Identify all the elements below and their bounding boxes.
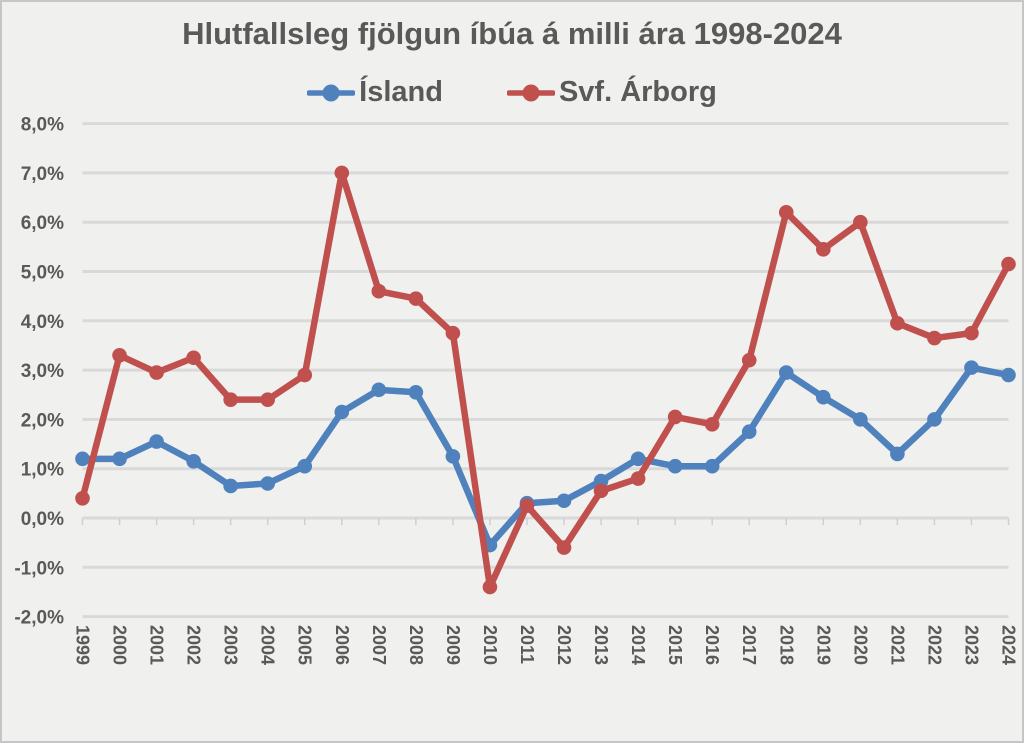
x-axis-tick-label: 2012 <box>554 625 574 665</box>
data-point <box>964 360 979 375</box>
y-axis-tick-label: 0,0% <box>21 509 64 530</box>
legend-label: Ísland <box>359 76 443 108</box>
data-point <box>778 365 794 380</box>
legend-line-marker-icon <box>506 84 555 101</box>
y-axis-tick-label: 7,0% <box>21 164 64 185</box>
data-point <box>927 412 942 427</box>
x-axis-tick-label: 2017 <box>739 625 759 665</box>
x-axis-tick-label: 1999 <box>73 625 93 665</box>
x-axis-tick-label: 2010 <box>480 625 500 665</box>
legend-item-island: Ísland <box>307 76 443 109</box>
data-point <box>112 451 127 467</box>
x-axis-tick-label: 2007 <box>369 625 389 665</box>
y-axis-tick-label: 3,0% <box>21 361 64 382</box>
chart-title: Hlutfallsleg fjölgun íbúa á milli ára 19… <box>182 16 842 51</box>
data-point <box>853 214 868 230</box>
y-axis-tick-label: 8,0% <box>21 115 64 136</box>
data-point <box>186 350 201 366</box>
data-point <box>445 449 461 464</box>
data-point <box>741 424 757 440</box>
data-point <box>519 498 535 513</box>
data-point <box>667 409 683 425</box>
data-point <box>741 352 757 368</box>
x-axis-tick-label: 2022 <box>924 625 944 665</box>
data-point <box>630 451 646 467</box>
y-axis-tick-label: -1,0% <box>14 558 64 579</box>
data-point <box>1001 367 1016 383</box>
x-axis-tick-label: 2015 <box>665 625 685 665</box>
data-point <box>630 471 646 486</box>
x-axis-tick-label: 2019 <box>813 625 833 665</box>
data-point <box>853 412 868 427</box>
data-point <box>186 454 201 469</box>
data-point <box>334 165 350 181</box>
data-point <box>260 392 276 407</box>
x-axis-tick-label: 2009 <box>443 625 463 665</box>
data-point <box>667 458 683 474</box>
x-axis-tick-label: 2006 <box>332 625 352 665</box>
x-axis-tick-label: 2023 <box>961 625 981 665</box>
data-point <box>408 384 424 400</box>
data-point <box>149 365 164 380</box>
x-axis-tick-label: 2018 <box>776 625 796 665</box>
data-point <box>704 417 720 432</box>
data-point <box>149 434 164 449</box>
data-point <box>75 451 90 467</box>
x-axis-tick-label: 2001 <box>147 625 167 665</box>
series-line-1 <box>79 169 1012 591</box>
data-point <box>445 325 461 341</box>
y-axis-tick-label: 2,0% <box>21 410 64 431</box>
data-point <box>704 458 720 474</box>
data-point <box>593 483 609 499</box>
x-axis-tick-label: 2020 <box>850 625 870 665</box>
x-axis-tick-label: 2008 <box>406 625 426 665</box>
data-point <box>890 446 905 462</box>
data-point <box>482 579 498 595</box>
y-axis-tick-label: 5,0% <box>21 263 64 284</box>
x-axis-tick-label: 2002 <box>184 625 204 665</box>
data-point <box>556 493 572 509</box>
data-point <box>408 291 424 306</box>
legend-item-arborg: Svf. Árborg <box>506 76 717 109</box>
data-point <box>334 404 350 420</box>
x-axis-tick-label: 2000 <box>110 625 130 665</box>
y-axis-tick-label: -2,0% <box>14 608 64 629</box>
x-axis-tick-label: 2021 <box>887 625 907 665</box>
x-axis-tick-label: 2005 <box>295 625 315 665</box>
data-point <box>1001 256 1016 272</box>
data-point <box>927 330 942 346</box>
data-point <box>371 283 387 299</box>
data-point <box>371 382 387 398</box>
data-point <box>890 315 905 331</box>
data-point <box>964 325 979 341</box>
data-point <box>778 205 794 220</box>
data-point <box>260 476 276 491</box>
legend-label: Svf. Árborg <box>558 76 717 108</box>
y-axis-tick-label: 1,0% <box>21 460 64 481</box>
y-axis-tick-label: 6,0% <box>21 213 64 234</box>
x-axis-tick-label: 2016 <box>702 625 722 665</box>
x-axis-tick-label: 2024 <box>999 625 1019 665</box>
x-axis-tick-label: 2014 <box>628 625 648 665</box>
data-point <box>112 348 127 363</box>
legend-line-marker-icon <box>307 84 356 101</box>
data-point <box>223 478 238 494</box>
x-axis-tick-label: 2011 <box>517 625 537 664</box>
x-axis-tick-label: 2004 <box>258 625 278 665</box>
y-axis-tick-label: 4,0% <box>21 312 64 333</box>
chart-legend: Ísland Svf. Árborg <box>2 76 1022 109</box>
x-axis-tick-label: 2013 <box>591 625 611 665</box>
data-point <box>223 392 238 407</box>
data-point <box>556 540 572 555</box>
x-axis-tick-label: 2003 <box>221 625 241 665</box>
data-point <box>297 367 313 383</box>
data-point <box>75 490 90 506</box>
data-point <box>816 389 831 405</box>
data-point <box>816 242 831 257</box>
data-point <box>297 458 313 474</box>
